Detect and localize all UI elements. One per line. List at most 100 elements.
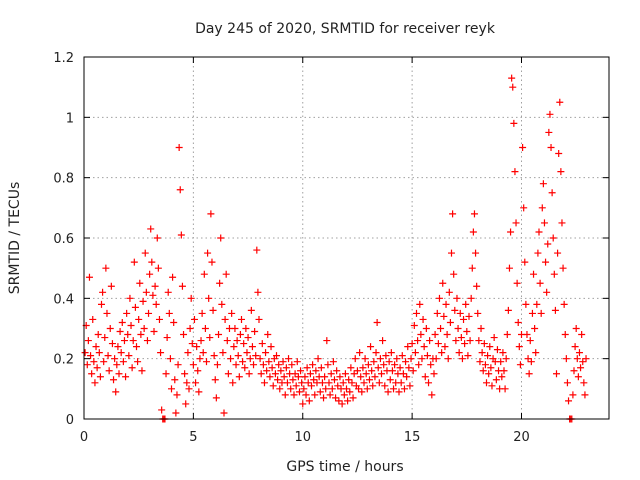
- data-point: [483, 379, 490, 387]
- data-point: [530, 270, 538, 278]
- data-point: [194, 367, 202, 375]
- data-point: [379, 337, 387, 345]
- data-point: [333, 367, 341, 375]
- data-point: [115, 370, 123, 378]
- x-tick-label: 5: [189, 430, 197, 445]
- data-point: [507, 228, 515, 236]
- data-point: [173, 391, 181, 399]
- data-point: [417, 331, 425, 339]
- data-point: [578, 331, 586, 339]
- data-point: [293, 358, 301, 366]
- data-point: [387, 349, 395, 357]
- data-point: [395, 388, 403, 396]
- data-point: [119, 358, 127, 366]
- data-point: [146, 270, 154, 278]
- data-point: [199, 349, 207, 357]
- data-point: [454, 325, 462, 332]
- data-point: [85, 273, 93, 281]
- data-point: [117, 349, 125, 357]
- data-point: [481, 361, 489, 369]
- data-point: [368, 367, 376, 375]
- data-point: [207, 210, 215, 218]
- data-point: [252, 352, 260, 360]
- data-point: [478, 349, 486, 357]
- data-point: [158, 406, 166, 414]
- data-point: [363, 385, 371, 393]
- data-point: [99, 288, 107, 296]
- data-point: [269, 382, 277, 390]
- data-point: [398, 352, 406, 360]
- data-point: [282, 364, 290, 372]
- data-point: [221, 315, 229, 323]
- data-point: [192, 379, 200, 387]
- data-point: [320, 394, 328, 402]
- data-point: [326, 391, 334, 399]
- data-point: [175, 144, 183, 151]
- data-point: [513, 279, 521, 287]
- data-point: [538, 204, 546, 212]
- data-point: [384, 388, 392, 396]
- data-point: [492, 376, 500, 384]
- data-point: [186, 325, 194, 332]
- data-point: [553, 370, 560, 378]
- data-point: [93, 364, 101, 372]
- data-point: [330, 376, 338, 384]
- data-point: [113, 361, 121, 369]
- data-point: [229, 379, 237, 387]
- data-point: [349, 394, 357, 402]
- data-point: [183, 379, 191, 387]
- data-point: [102, 264, 110, 272]
- data-point: [308, 382, 315, 390]
- data-point: [218, 300, 226, 308]
- data-point: [522, 300, 530, 308]
- data-point: [445, 288, 453, 296]
- data-point: [106, 325, 114, 332]
- data-point: [359, 364, 367, 372]
- data-point: [520, 204, 528, 212]
- data-point: [551, 306, 559, 314]
- data-point: [136, 279, 144, 287]
- data-point: [273, 352, 280, 360]
- y-tick-label: 0.4: [53, 292, 74, 307]
- data-point: [570, 367, 578, 375]
- data-point: [309, 361, 317, 369]
- data-point: [182, 400, 190, 408]
- data-point: [238, 315, 245, 323]
- data-point: [343, 385, 350, 393]
- data-point: [451, 306, 459, 314]
- data-point: [263, 367, 271, 375]
- data-point: [300, 385, 308, 393]
- data-point: [174, 361, 182, 369]
- data-point: [391, 361, 399, 369]
- data-point: [435, 294, 443, 302]
- data-point: [288, 361, 296, 369]
- data-point: [281, 391, 289, 399]
- data-point: [430, 370, 438, 378]
- data-point: [569, 391, 577, 399]
- data-point: [367, 343, 375, 351]
- data-point: [157, 349, 165, 357]
- data-point: [438, 349, 446, 357]
- data-point: [499, 349, 507, 357]
- data-point: [196, 355, 204, 363]
- data-point: [386, 376, 394, 384]
- data-point: [224, 370, 232, 378]
- data-point: [434, 340, 442, 348]
- data-point: [277, 367, 285, 375]
- data-point: [234, 352, 242, 360]
- data-point: [350, 370, 358, 378]
- data-point: [442, 300, 450, 308]
- data-point: [439, 279, 447, 287]
- data-point: [265, 358, 273, 366]
- data-point: [213, 361, 221, 369]
- data-point: [210, 352, 218, 360]
- data-point: [402, 358, 410, 366]
- data-point: [190, 315, 198, 323]
- data-point: [486, 343, 494, 351]
- data-point: [276, 385, 284, 393]
- data-point: [360, 379, 368, 387]
- data-point: [244, 334, 252, 342]
- x-tick-label: 20: [513, 430, 530, 445]
- data-point: [514, 318, 522, 326]
